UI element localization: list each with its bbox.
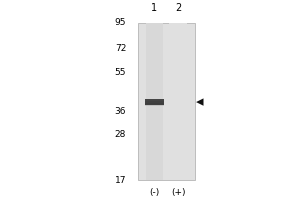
Text: 72: 72 (115, 44, 126, 53)
Bar (145, 103, 164, 106)
Text: 1: 1 (152, 3, 158, 13)
Polygon shape (196, 98, 203, 106)
Bar (146, 23, 164, 180)
Text: 2: 2 (175, 3, 182, 13)
Text: 28: 28 (115, 130, 126, 139)
Bar (145, 99, 164, 105)
Text: 17: 17 (115, 176, 126, 185)
Text: (+): (+) (171, 188, 185, 197)
Bar (169, 23, 187, 180)
Text: 36: 36 (115, 107, 126, 116)
Bar (138, 23, 195, 180)
Bar (145, 101, 164, 104)
Text: 95: 95 (115, 18, 126, 27)
Text: 55: 55 (115, 68, 126, 77)
Text: (-): (-) (149, 188, 160, 197)
